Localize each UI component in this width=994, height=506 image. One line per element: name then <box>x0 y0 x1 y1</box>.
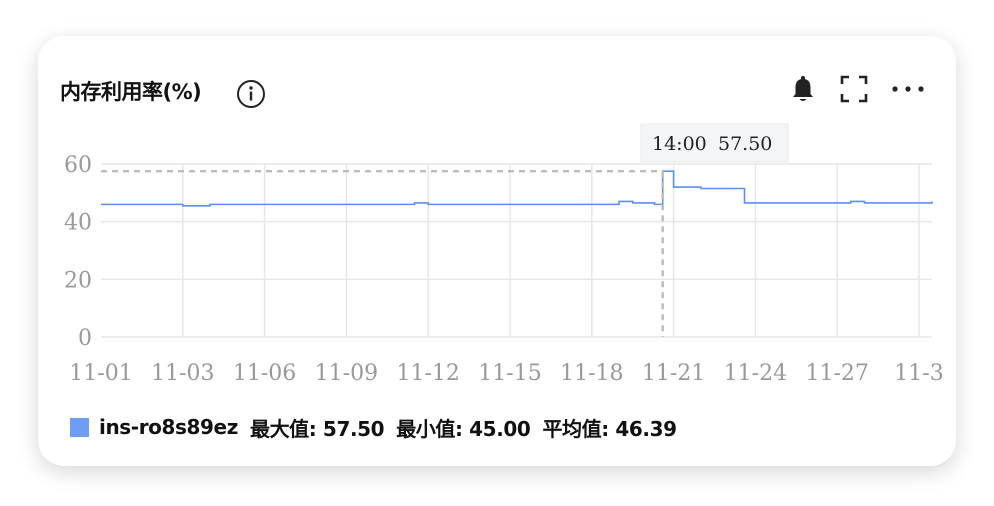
more-icon[interactable] <box>890 84 926 94</box>
metric-panel: 内存利用率(%) 0 20 40 60 11-01 11-03 11-06 11-09 11-… <box>38 36 956 466</box>
grid-lines <box>101 163 932 338</box>
x-tick-label: 11-18 <box>560 361 623 386</box>
x-tick-label: 11-21 <box>642 361 705 386</box>
x-tick-label: 11-27 <box>805 361 868 386</box>
info-circle-icon[interactable] <box>236 79 266 109</box>
x-tick-label: 11-12 <box>396 361 459 386</box>
series-line-ins-ro8s89ez <box>101 170 933 207</box>
crosshair <box>101 170 664 337</box>
x-tick-label: 11-01 <box>69 361 132 386</box>
panel-title: 内存利用率(%) <box>60 80 202 104</box>
x-tick-label: 11-24 <box>724 361 787 386</box>
x-tick-label: 11-3 <box>894 361 943 386</box>
tooltip: 14:00 57.50 <box>640 123 789 163</box>
x-tick-label: 11-09 <box>315 361 378 386</box>
y-tick-label: 20 <box>64 268 92 293</box>
tooltip-time: 14:00 <box>652 133 707 155</box>
legend-avg: 平均值: 46.39 <box>542 416 677 441</box>
y-axis-labels: 0 20 40 60 <box>64 153 92 351</box>
x-tick-label: 11-15 <box>478 361 541 386</box>
legend: ins-ro8s89ez 最大值: 57.50 最小值: 45.00 平均值: … <box>70 412 677 442</box>
legend-min: 最小值: 45.00 <box>396 416 531 441</box>
series-swatch[interactable] <box>70 417 89 437</box>
x-axis-labels: 11-01 11-03 11-06 11-09 11-12 11-15 11-18 11-21… <box>69 361 943 386</box>
x-tick-label: 11-06 <box>233 361 296 386</box>
tooltip-value: 57.50 <box>718 133 772 155</box>
legend-series-name[interactable]: ins-ro8s89ez <box>99 415 238 439</box>
y-tick-label: 60 <box>64 153 92 178</box>
x-tick-label: 11-03 <box>151 361 214 386</box>
bell-icon[interactable] <box>788 74 818 104</box>
legend-max: 最大值: 57.50 <box>249 416 385 441</box>
y-tick-label: 40 <box>64 211 92 236</box>
y-tick-label: 0 <box>78 326 92 351</box>
fullscreen-icon[interactable] <box>840 75 868 103</box>
